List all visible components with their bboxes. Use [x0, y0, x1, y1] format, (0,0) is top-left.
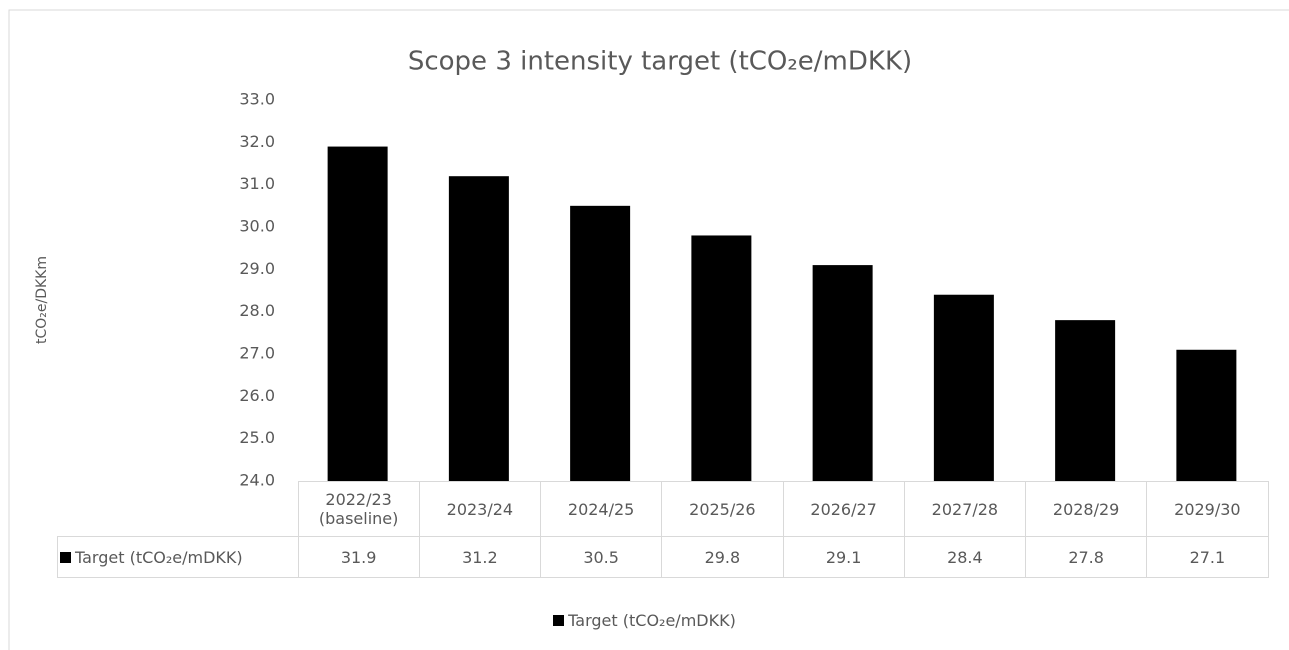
y-tick-label: 33.0 [239, 90, 275, 109]
bar [1176, 349, 1237, 481]
y-tick-label: 28.0 [239, 301, 275, 320]
blank-cell [57, 481, 299, 537]
bar [691, 235, 752, 481]
bar [812, 265, 873, 481]
bar [570, 205, 631, 482]
category-cell: 2028/29 [1024, 481, 1148, 537]
y-tick-label: 27.0 [239, 344, 275, 363]
value-cell: 27.8 [1024, 536, 1148, 578]
bar [327, 146, 388, 482]
value-cell: 30.5 [539, 536, 663, 578]
y-axis-label: tCO₂e/DKKm [34, 256, 50, 344]
series-name: Target (tCO₂e/mDKK) [75, 547, 243, 567]
bar [1055, 320, 1116, 481]
y-tick-label: 29.0 [239, 259, 275, 278]
legend-key [553, 615, 565, 626]
legend: Target (tCO₂e/mDKK) [0, 611, 1289, 630]
series-cell: Target (tCO₂e/mDKK) [57, 536, 299, 578]
category-cell: 2029/30 [1146, 481, 1269, 537]
chart-border [8, 9, 1289, 650]
category-cell: 2022/23 (baseline) [297, 481, 420, 537]
y-tick-label: 32.0 [239, 132, 275, 151]
y-tick-label: 26.0 [239, 386, 275, 405]
bar [448, 176, 509, 481]
y-tick-label: 25.0 [239, 428, 275, 447]
category-cell: 2024/25 [539, 481, 663, 537]
value-cell: 27.1 [1146, 536, 1269, 578]
value-cell: 31.2 [418, 536, 542, 578]
legend-key [60, 551, 71, 563]
value-cell: 28.4 [903, 536, 1027, 578]
bar [933, 294, 994, 481]
y-tick-label: 30.0 [239, 217, 275, 236]
data-table: 2022/23 (baseline) 2023/24 2024/25 2025/26 2… [57, 481, 1269, 578]
value-cell: 29.1 [782, 536, 905, 578]
y-tick-label: 31.0 [239, 174, 275, 193]
category-cell: 2026/27 [782, 481, 905, 537]
category-cell: 2027/28 [903, 481, 1027, 537]
chart-title: Scope 3 intensity target (tCO₂e/mDKK) [408, 47, 912, 77]
value-cell: 31.9 [297, 536, 420, 578]
value-cell: 29.8 [661, 536, 784, 578]
legend-label: Target (tCO₂e/mDKK) [568, 611, 736, 630]
category-cell: 2025/26 [661, 481, 784, 537]
category-cell: 2023/24 [418, 481, 542, 537]
